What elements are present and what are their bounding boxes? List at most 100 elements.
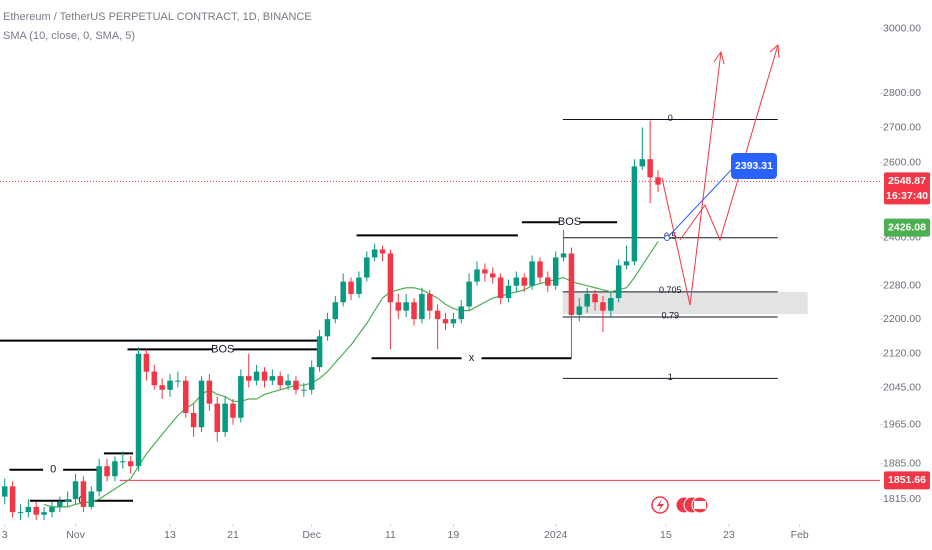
candle-body [316, 336, 323, 368]
x-tick-label: Dec [302, 529, 321, 541]
candle-body [120, 461, 126, 463]
last-price-badge [884, 172, 930, 205]
fib-label: 0.5 [664, 231, 677, 241]
candle-body [57, 501, 63, 507]
y-tick-label: 2700.00 [883, 121, 921, 133]
candle-body [324, 319, 331, 337]
candle-body [600, 302, 606, 311]
candle-body [639, 159, 646, 167]
level-label: BOS [558, 216, 581, 228]
fib-label: 1 [668, 372, 673, 382]
candle-body [214, 403, 220, 433]
candle-body [190, 413, 197, 428]
candle-body [72, 481, 79, 500]
y-tick-label: 2280.00 [883, 279, 921, 291]
candle-body [505, 285, 512, 299]
candle-body [584, 293, 590, 307]
fib-label: 0.79 [661, 310, 679, 320]
candle-body [167, 380, 173, 390]
candle-body [348, 281, 354, 294]
level-label: 0 [50, 464, 56, 476]
countdown-label: 16:37:40 [886, 190, 928, 202]
handle [664, 235, 670, 241]
candle-body [277, 376, 283, 386]
price-axis-bg [880, 0, 932, 550]
candle-body [568, 253, 575, 315]
candle-body [482, 269, 488, 274]
indicator-label: SMA (10, close, 0, SMA, 5) [3, 30, 135, 42]
candle-body [403, 302, 409, 311]
label-bg [559, 216, 580, 229]
candle-body [25, 506, 32, 513]
candle-body [112, 461, 118, 477]
candle-body [198, 380, 205, 428]
candle-body [592, 293, 598, 303]
candle-body [545, 277, 551, 286]
candle-body [529, 261, 535, 286]
candle-body [253, 371, 260, 381]
candle-body [49, 506, 55, 513]
projection-path [661, 51, 722, 306]
x-tick-label: 2024 [544, 529, 568, 541]
candle-body [238, 376, 244, 418]
y-tick-label: 1965.00 [883, 419, 921, 431]
candle-body [497, 277, 504, 299]
price-note-box [731, 153, 777, 179]
candle-body [608, 298, 614, 311]
candle-body [269, 376, 276, 381]
arrow-head [713, 50, 725, 65]
y-tick-label: 2120.00 [883, 348, 921, 360]
candle-body [261, 371, 268, 381]
candle-body [33, 506, 39, 515]
y-tick-label: 1885.00 [883, 458, 921, 470]
x-tick-label: 15 [660, 529, 672, 541]
label-bg [212, 343, 233, 356]
candle-body [537, 261, 543, 278]
candle-body [340, 281, 346, 303]
candle-body [332, 302, 339, 320]
candle-body [395, 302, 402, 311]
candle-body [623, 261, 630, 266]
x-tick-label: 3 [2, 529, 8, 541]
y-tick-label: 2800.00 [883, 87, 921, 99]
candle-body [513, 277, 520, 286]
candle-body [458, 306, 465, 320]
y-tick-label: 2045.00 [883, 381, 921, 393]
candle-body [466, 281, 472, 307]
candle-body [552, 257, 559, 286]
flag [694, 501, 706, 509]
candle-body [151, 371, 158, 386]
x-tick-label: 21 [227, 529, 239, 541]
candle-body [427, 293, 433, 311]
label-bg [461, 352, 482, 365]
y-tick-label: 2600.00 [883, 157, 921, 169]
alert-badge [884, 471, 930, 490]
fib-label: 0.705 [659, 285, 682, 295]
candle-body [230, 403, 236, 418]
label-bg [43, 463, 64, 476]
candle-body [434, 310, 441, 320]
candle-body [647, 159, 653, 178]
candle-body [1, 486, 8, 497]
lightning [657, 499, 664, 512]
candle-body [615, 265, 622, 299]
candle-body [521, 277, 527, 286]
candle-body [88, 491, 95, 507]
candle-body [206, 380, 213, 404]
level-label: BOS [211, 343, 234, 355]
sma-badge [884, 218, 930, 237]
candle-body [356, 277, 362, 294]
y-tick-label: 1815.00 [883, 493, 921, 505]
candle-body [96, 466, 102, 492]
candle-body [308, 367, 315, 390]
candle-body [364, 257, 370, 278]
candle-body [222, 403, 228, 433]
projection-arrows [661, 43, 780, 306]
candle-body [159, 385, 165, 390]
x-tick-label: Feb [791, 529, 809, 541]
trend-line [666, 167, 734, 239]
chart-title: Ethereum / TetherUS PERPETUAL CONTRACT, … [3, 11, 312, 23]
